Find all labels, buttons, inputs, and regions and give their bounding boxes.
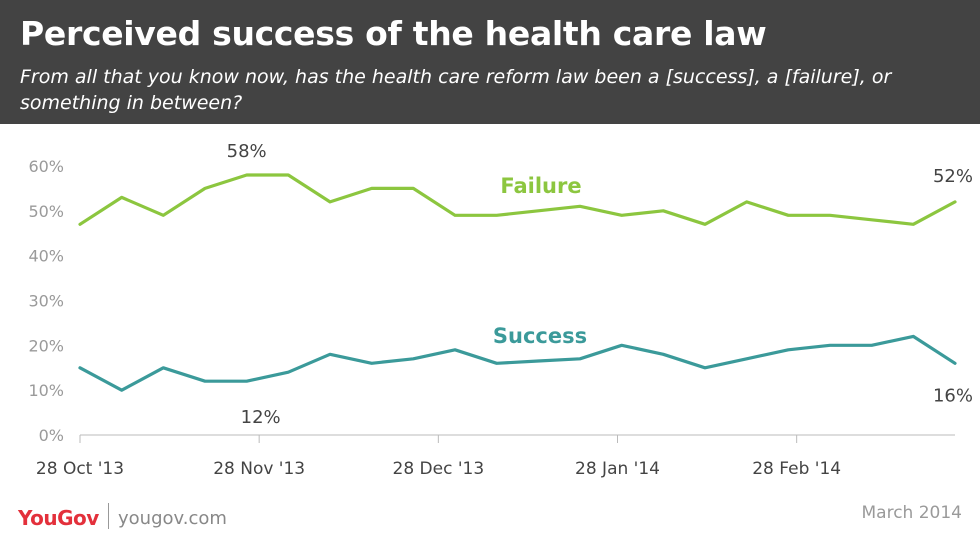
- x-tick-label: 28 Nov '13: [213, 459, 305, 479]
- x-tick-label: 28 Feb '14: [752, 459, 841, 479]
- x-tick-label: 28 Oct '13: [36, 459, 124, 479]
- series-line-failure: [78, 173, 957, 226]
- yougov-logo: YouGov: [18, 506, 99, 530]
- chart-title: Perceived success of the health care law: [20, 14, 767, 53]
- data-label: 16%: [933, 385, 973, 406]
- y-tick-label: 40%: [28, 247, 64, 266]
- y-tick-label: 10%: [28, 381, 64, 400]
- data-label: 12%: [241, 407, 281, 428]
- footer-site-link[interactable]: yougov.com: [118, 508, 227, 529]
- series-label-success: Success: [493, 324, 587, 348]
- y-tick-label: 30%: [28, 292, 64, 311]
- data-label: 52%: [933, 166, 973, 187]
- y-tick-label: 20%: [28, 336, 64, 355]
- series-label-failure: Failure: [500, 174, 581, 198]
- y-tick-label: 60%: [28, 157, 64, 176]
- y-tick-label: 0%: [39, 426, 64, 445]
- line-chart: 0% 10% 20% 30% 40% 50% 60% 28 Oct '13 28 Nov '13…: [28, 141, 973, 479]
- data-label: 58%: [227, 141, 267, 162]
- x-tick-label: 28 Jan '14: [575, 459, 660, 479]
- series-line-success: [78, 334, 957, 392]
- header-bar: Perceived success of the health care law…: [0, 0, 980, 124]
- footer-date: March 2014: [861, 503, 963, 523]
- y-tick-label: 50%: [28, 202, 64, 221]
- chart-subtitle: From all that you know now, has the heal…: [20, 66, 892, 114]
- x-tick-label: 28 Dec '13: [393, 459, 485, 479]
- footer-divider: [108, 503, 109, 529]
